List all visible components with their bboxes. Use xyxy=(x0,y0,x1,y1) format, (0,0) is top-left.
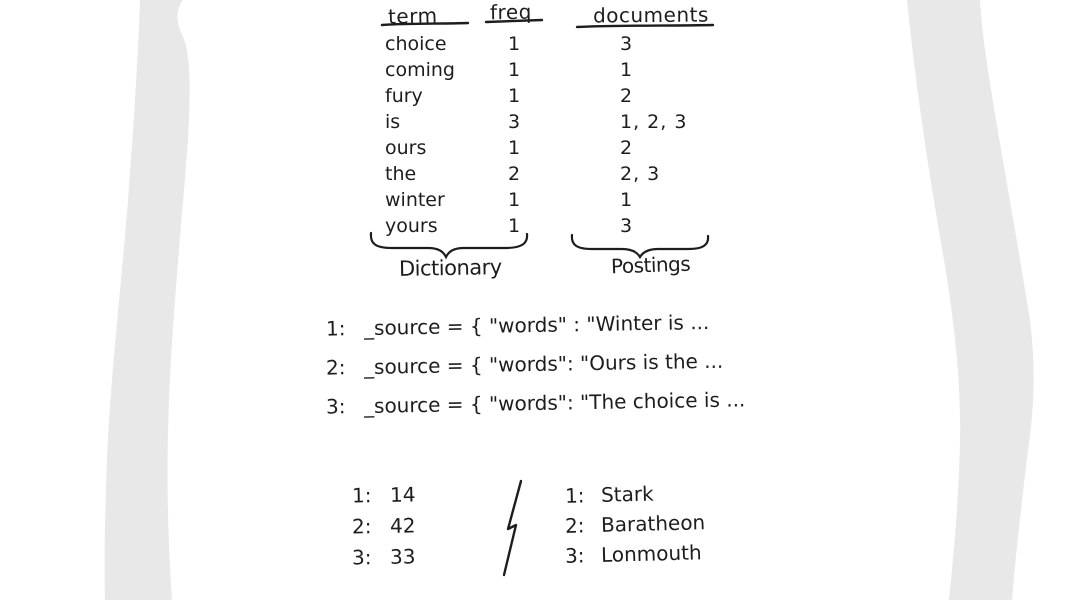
term-cell: the xyxy=(385,163,417,185)
freq-column-header: freq xyxy=(489,0,533,25)
freq-cell: 1 xyxy=(507,33,521,55)
lightning-divider-icon xyxy=(502,479,523,577)
freq-cell: 1 xyxy=(507,137,521,159)
freq-cell: 2 xyxy=(507,163,521,185)
term-cell: choice xyxy=(385,33,447,55)
table-row: fury 1 2 xyxy=(385,83,687,109)
source-doc-line: 2: _source = { "words": "Ours is the ... xyxy=(325,348,746,380)
documents-underline xyxy=(575,23,715,29)
doc-length-value: 14 xyxy=(389,482,416,507)
doc-number: 2: xyxy=(351,514,372,539)
list-item: 3: 33 xyxy=(352,544,416,569)
list-item: 2: Baratheon xyxy=(565,510,706,538)
source-text: _source = { "words": "The choice is ... xyxy=(363,387,746,418)
documents-cell: 1, 2, 3 xyxy=(620,111,688,133)
term-cell: ours xyxy=(385,137,427,159)
source-text: _source = { "words" : "Winter is ... xyxy=(363,309,710,340)
dictionary-label: Dictionary xyxy=(398,255,502,281)
list-item: 3: Lonmouth xyxy=(565,540,706,568)
doc-number: 2: xyxy=(325,355,346,380)
doc-name-list: 1: Stark 2: Baratheon 3: Lonmouth xyxy=(565,480,706,568)
left-swoosh xyxy=(104,0,190,600)
term-cell: winter xyxy=(385,189,445,211)
doc-name-value: Baratheon xyxy=(600,510,706,537)
table-row: yours 1 3 xyxy=(385,213,687,239)
doc-number: 3: xyxy=(351,545,372,570)
documents-cell: 2 xyxy=(620,85,634,107)
doc-number: 2: xyxy=(564,513,585,538)
source-doc-line: 1: _source = { "words" : "Winter is ... xyxy=(325,309,746,341)
documents-cell: 3 xyxy=(620,215,634,237)
table-row: ours 1 2 xyxy=(385,135,687,161)
doc-name-value: Lonmouth xyxy=(600,540,702,567)
documents-column-header: documents xyxy=(592,2,709,28)
freq-underline xyxy=(484,18,544,24)
source-doc-line: 3: _source = { "words": "The choice is .… xyxy=(326,387,746,418)
doc-name-value: Stark xyxy=(600,481,654,507)
right-swoosh xyxy=(907,0,1034,600)
documents-cell: 1 xyxy=(620,189,634,211)
list-item: 1: Stark xyxy=(565,480,706,508)
freq-cell: 1 xyxy=(507,189,521,211)
postings-brace xyxy=(570,233,710,260)
term-cell: is xyxy=(385,111,401,133)
documents-cell: 2 xyxy=(620,137,634,159)
term-cell: fury xyxy=(385,85,423,107)
freq-cell: 3 xyxy=(507,111,521,133)
table-row: the 2 2, 3 xyxy=(385,161,687,187)
documents-cell: 2, 3 xyxy=(620,163,661,185)
doc-number: 1: xyxy=(351,483,372,508)
documents-cell: 1 xyxy=(620,59,634,81)
doc-number: 3: xyxy=(325,394,346,419)
term-column-header: term xyxy=(387,3,438,29)
table-row: is 3 1, 2, 3 xyxy=(385,109,687,135)
freq-cell: 1 xyxy=(507,85,521,107)
freq-cell: 1 xyxy=(507,59,521,81)
table-row: choice 1 3 xyxy=(385,31,687,57)
doc-length-value: 33 xyxy=(389,544,416,569)
documents-cell: 3 xyxy=(620,33,634,55)
doc-length-value: 42 xyxy=(389,513,416,538)
freq-cell: 1 xyxy=(507,215,521,237)
postings-label: Postings xyxy=(610,251,691,279)
list-item: 1: 14 xyxy=(352,482,416,507)
doc-number: 3: xyxy=(564,543,585,568)
inverted-index-table: choice 1 3 coming 1 1 fury 1 2 is 3 1, 2… xyxy=(385,31,687,239)
list-item: 2: 42 xyxy=(352,513,416,538)
dictionary-brace xyxy=(369,231,529,260)
term-underline xyxy=(380,21,470,27)
term-cell: coming xyxy=(385,59,455,81)
table-row: coming 1 1 xyxy=(385,57,687,83)
doc-number: 1: xyxy=(325,316,346,341)
term-cell: yours xyxy=(385,215,438,237)
doc-length-list: 1: 14 2: 42 3: 33 xyxy=(352,482,416,569)
table-row: winter 1 1 xyxy=(385,187,687,213)
source-doc-list: 1: _source = { "words" : "Winter is ... … xyxy=(325,310,746,419)
source-text: _source = { "words": "Ours is the ... xyxy=(363,348,724,379)
doc-number: 1: xyxy=(564,483,585,508)
